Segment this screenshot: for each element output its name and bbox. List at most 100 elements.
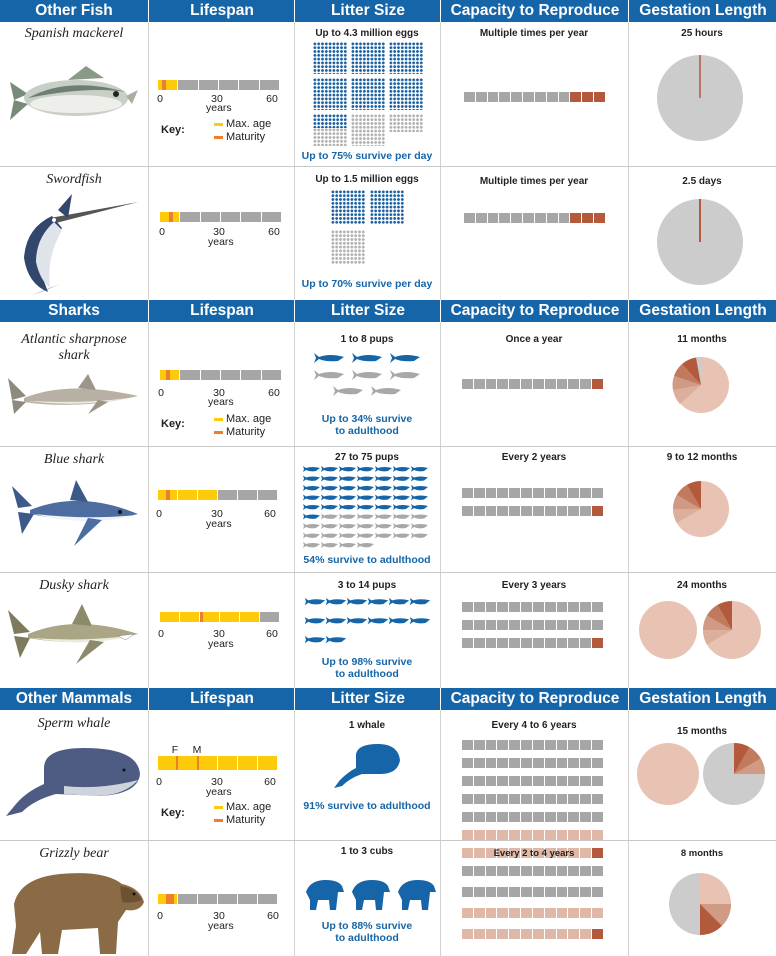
pup-icon (339, 513, 356, 520)
repro-segment (473, 638, 485, 648)
repro-segment (462, 776, 473, 786)
pup-icon (325, 598, 347, 606)
repro-segment (521, 812, 532, 822)
repro-segment (570, 92, 582, 102)
repro-segment (521, 638, 532, 648)
animal-name: Sperm whale (37, 716, 111, 731)
repro-segment (473, 776, 485, 786)
tick-label: 30 (211, 508, 223, 520)
repro-segment (556, 776, 568, 786)
repro-segment (580, 908, 592, 918)
pup-icon (411, 532, 428, 539)
bar-segment (259, 80, 279, 90)
header-group: Other Mammals (15, 690, 133, 707)
egg-block (331, 190, 365, 224)
tick-label: 0 (158, 387, 164, 399)
egg-block (351, 42, 385, 74)
tick-label: 0 (156, 508, 162, 520)
lifespan-bar (160, 612, 280, 622)
repro-segment (568, 848, 580, 858)
pie-slice (673, 385, 701, 404)
repro-segment (497, 602, 509, 612)
divider (294, 322, 295, 688)
repro-segment (580, 830, 592, 840)
repro-segment (532, 638, 544, 648)
repro-segment (521, 506, 532, 516)
repro-segment (580, 758, 592, 768)
survival-label: Up to 75% survive per day (301, 150, 433, 162)
repro-segment (509, 776, 521, 786)
lifespan-bar (158, 80, 280, 90)
row-divider (0, 166, 776, 167)
repro-segment (509, 812, 521, 822)
repro-segment (521, 908, 532, 918)
repro-segment (497, 776, 509, 786)
header-lifespan: Lifespan (148, 0, 295, 22)
repro-segment (568, 488, 580, 498)
repro-segment (556, 506, 568, 516)
repro-segment (546, 213, 558, 223)
repro-segment (580, 812, 592, 822)
repro-label: Every 3 years (501, 580, 567, 591)
repro-segment (544, 620, 556, 630)
pup-icon (339, 466, 356, 472)
pup-icon (357, 513, 374, 520)
header-mammals: Other Mammals Lifespan Litter Size Capac… (0, 688, 776, 710)
repro-segment (532, 908, 544, 918)
maturity-marker (166, 894, 174, 904)
repro-segment (592, 638, 603, 648)
repro-segment (473, 812, 485, 822)
row-divider (0, 446, 776, 447)
pie-slice (696, 357, 701, 385)
repro-segment (568, 812, 580, 822)
repro-label: Multiple times per year (479, 176, 589, 187)
repro-segment (485, 602, 497, 612)
repro-segment (485, 866, 497, 876)
pup-icon (321, 513, 338, 520)
pie-slice (734, 758, 765, 774)
repro-label: Multiple times per year (479, 28, 589, 39)
repro-segment (544, 379, 556, 389)
repro-row (464, 92, 606, 102)
bar-segment (200, 212, 220, 222)
tick-label: 30 (213, 226, 225, 238)
cub-icons (306, 880, 436, 910)
repro-segment (582, 213, 594, 223)
legend-swatch (214, 417, 223, 421)
repro-segment (499, 92, 511, 102)
survival-label: Up to 70% survive per day (301, 278, 433, 290)
repro-segment (592, 887, 603, 897)
repro-segment (580, 866, 592, 876)
divider (628, 22, 629, 300)
repro-row (462, 929, 604, 939)
egg-block (313, 42, 347, 74)
repro-segment (485, 620, 497, 630)
repro-segment (473, 758, 485, 768)
dusky-shark-illustration (8, 604, 138, 664)
pup-icon (357, 494, 374, 501)
lifespan-bar (158, 756, 278, 770)
repro-segment (568, 887, 580, 897)
egg-block (389, 78, 423, 110)
repro-segment (473, 602, 485, 612)
repro-segment (521, 830, 532, 840)
header-capacity: Capacity to Reproduce (440, 688, 629, 710)
repro-segment (485, 758, 497, 768)
repro-segment (580, 602, 592, 612)
survival-label: 54% survive to adulthood (303, 554, 431, 566)
pup-icon (303, 494, 320, 501)
repro-row (462, 506, 604, 516)
pup-icon (375, 494, 392, 501)
repro-segment (521, 620, 532, 630)
gestation-pie (657, 199, 743, 285)
key-title: Key: (161, 124, 185, 136)
egg-block (331, 230, 365, 264)
bar-segment (220, 212, 241, 222)
gestation-pie (657, 55, 743, 141)
repro-segment (485, 638, 497, 648)
pie-slice (717, 601, 732, 630)
repro-segment (556, 929, 568, 939)
repro-segment (523, 92, 534, 102)
repro-segment (556, 638, 568, 648)
repro-segment (509, 830, 521, 840)
